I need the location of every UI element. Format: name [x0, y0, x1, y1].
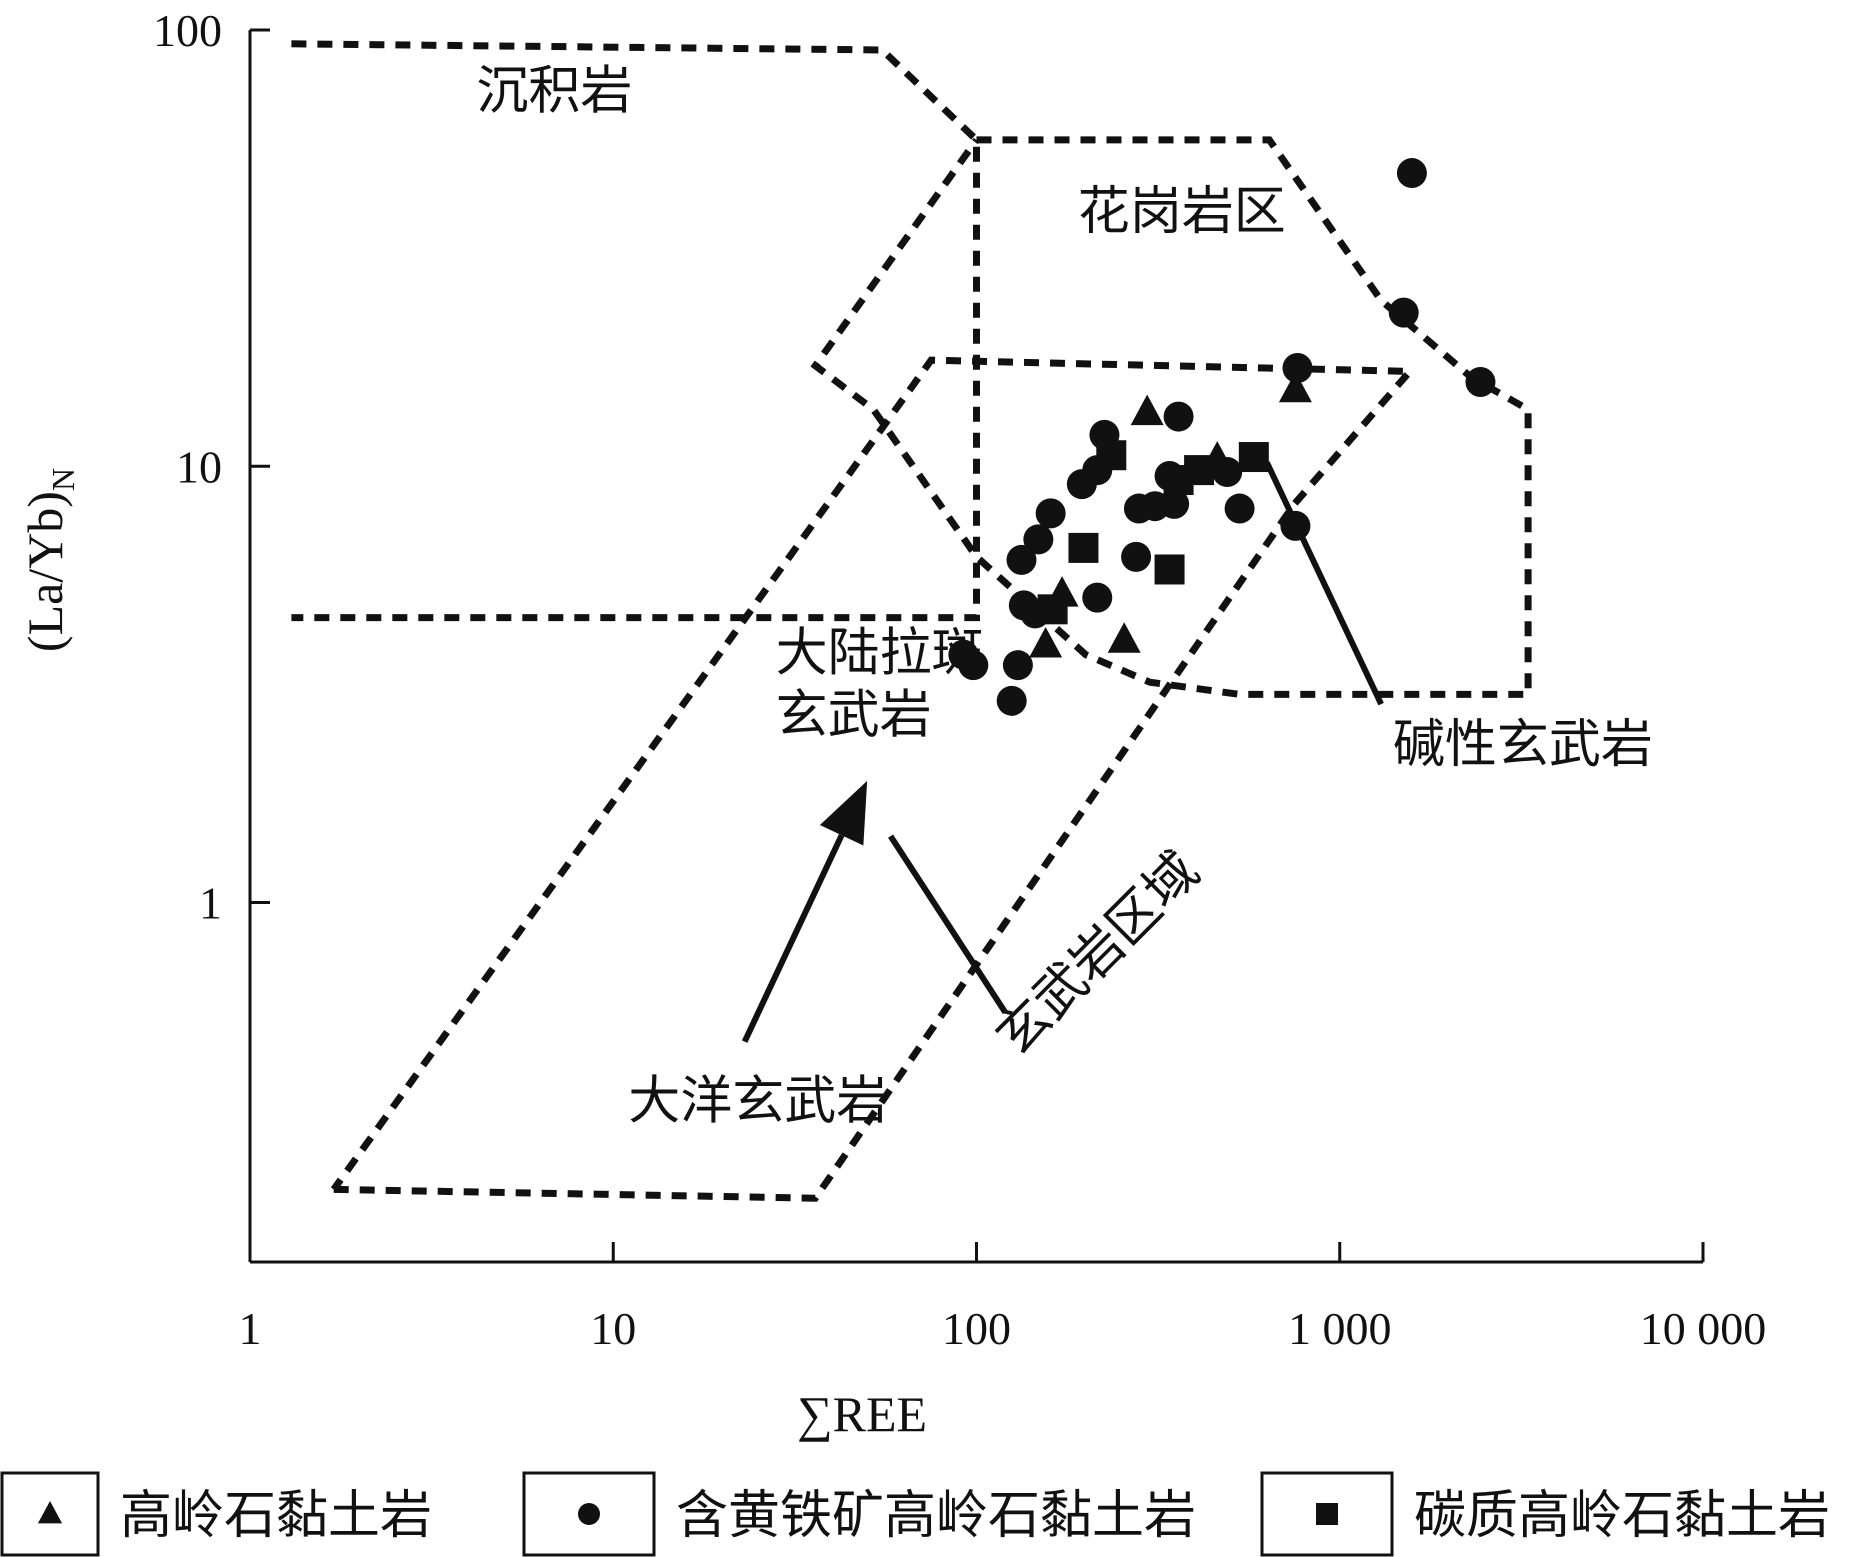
data-point-circle: [1224, 493, 1255, 524]
data-point-circle: [1023, 524, 1054, 555]
legend-marker-triangle: [37, 1501, 63, 1524]
data-point-triangle: [1278, 371, 1312, 403]
region-label: 花岗岩区: [1078, 184, 1286, 241]
legend-label: 含黄铁矿高岭石黏土岩: [676, 1488, 1196, 1545]
data-point-circle: [1465, 367, 1496, 398]
legend-marker-square: [1316, 1503, 1338, 1525]
data-point-square: [1068, 532, 1099, 563]
data-point-circle: [1280, 510, 1311, 541]
data-point-square: [1037, 594, 1068, 625]
x-tick-label: 10 000: [1640, 1303, 1767, 1354]
data-point-circle: [1282, 352, 1313, 383]
data-point-triangle: [1107, 622, 1141, 653]
data-point-square: [1163, 465, 1194, 496]
data-point-square: [1154, 554, 1185, 585]
region-label-line: 玄武岩: [776, 688, 932, 745]
data-point-circle: [1082, 582, 1113, 613]
data-point-circle: [1066, 469, 1097, 500]
legend-label: 碳质高岭石黏土岩: [1414, 1488, 1830, 1545]
legend-label: 高岭石黏土岩: [120, 1488, 432, 1545]
region-label: 沉积岩: [476, 64, 632, 121]
data-point-circle: [1396, 158, 1427, 189]
leader-line: [1264, 461, 1384, 706]
data-point-circle: [1006, 544, 1037, 575]
data-point-circle: [1121, 541, 1152, 572]
region-outline-大陆拉斑玄武岩: [330, 356, 1418, 1202]
x-axis-title: ∑REE: [797, 1386, 927, 1442]
data-point-square: [1238, 442, 1269, 473]
data-point-circle: [1163, 401, 1194, 432]
y-axis-title-main: (La/Yb): [17, 491, 73, 652]
legend: 高岭石黏土岩 含黄铁矿高岭石黏土岩 碳质高岭石黏土岩: [0, 1471, 1830, 1557]
x-tick-label: 100: [942, 1303, 1011, 1354]
leader-line: [888, 834, 1008, 1015]
region-label: 碱性玄武岩: [1393, 717, 1653, 774]
arrow-head: [819, 780, 868, 846]
data-point-triangle: [1029, 627, 1063, 658]
data-point-circle: [1212, 457, 1243, 488]
data-point-triangle: [1130, 394, 1164, 426]
data-point-circle: [1002, 650, 1033, 681]
data-points: [948, 158, 1496, 716]
x-tick-label: 1 000: [1288, 1303, 1392, 1354]
arrow-shaft: [741, 833, 845, 1043]
data-point-square: [1096, 440, 1127, 471]
tick-marks: 1 10 100 1 000 10 000 1 10 100: [153, 5, 1766, 1354]
annotation-lines: [741, 461, 1384, 1043]
data-point-circle: [958, 650, 989, 681]
y-axis-title: (La/Yb)N: [17, 468, 81, 652]
y-tick-label: 10: [176, 441, 222, 492]
y-tick-label: 100: [153, 5, 222, 56]
data-point-circle: [1159, 488, 1190, 519]
x-tick-label: 10: [590, 1303, 636, 1354]
y-tick-label: 1: [199, 878, 222, 929]
data-point-circle: [1388, 297, 1419, 328]
data-point-circle: [1123, 493, 1154, 524]
region-outline-沉积岩: [291, 40, 980, 622]
y-axis-title-subscript: N: [45, 468, 81, 491]
region-label: 玄武岩区域: [986, 842, 1210, 1066]
data-point-circle: [996, 685, 1027, 716]
x-tick-label: 1: [239, 1303, 262, 1354]
region-label: 大陆拉斑玄武岩: [776, 626, 984, 745]
data-point-circle: [1035, 498, 1066, 529]
region-outlines: [291, 40, 1532, 1202]
legend-marker-circle: [578, 1503, 600, 1525]
region-label: 大洋玄武岩: [628, 1073, 888, 1130]
